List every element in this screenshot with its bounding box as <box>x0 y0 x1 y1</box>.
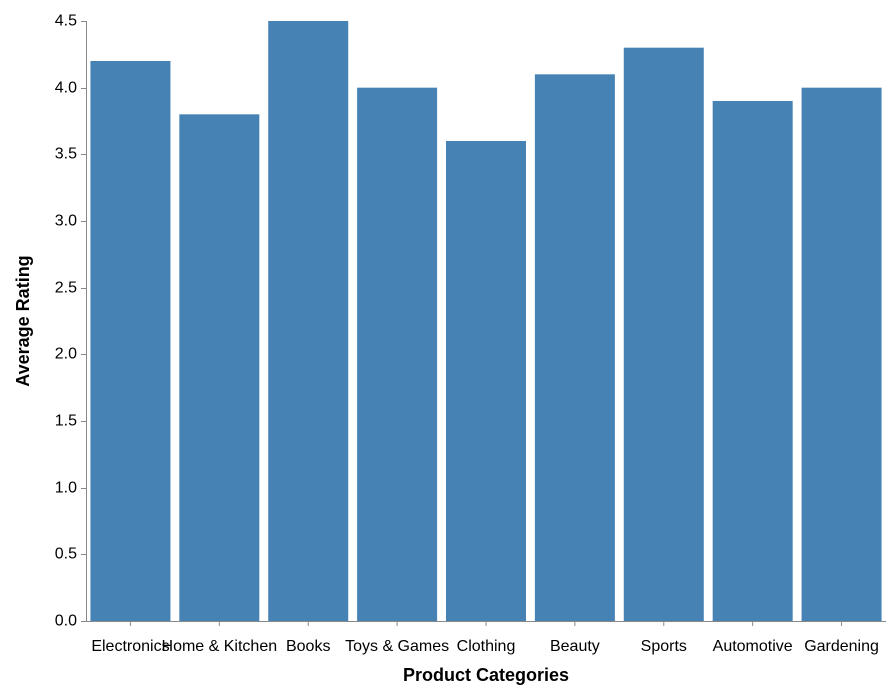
x-tick-label: Gardening <box>804 638 879 655</box>
y-tick-label: 2.0 <box>55 346 77 363</box>
x-tick-label: Toys & Games <box>345 638 449 655</box>
bar-7 <box>712 101 793 621</box>
bar-6 <box>623 47 704 622</box>
bar-5 <box>534 74 615 621</box>
y-tick-label: 2.5 <box>55 280 77 297</box>
y-tick-label: 3.5 <box>55 146 77 163</box>
y-tick-label: 4.5 <box>55 13 77 30</box>
y-tick-label: 1.5 <box>55 413 77 430</box>
y-tick-label: 3.0 <box>55 213 77 230</box>
bar-3 <box>357 87 438 622</box>
x-tick-label: Sports <box>641 638 687 655</box>
bar-8 <box>801 87 882 622</box>
y-tick-label: 1.0 <box>55 480 77 497</box>
x-tick-label: Clothing <box>457 638 516 655</box>
x-tick-label: Electronics <box>91 638 169 655</box>
bar-0 <box>90 61 171 621</box>
x-tick-label: Automotive <box>713 638 793 655</box>
x-tick-label: Home & Kitchen <box>162 638 278 655</box>
y-axis-title: Average Rating <box>13 255 33 386</box>
bar-2 <box>268 21 349 621</box>
x-tick-label: Books <box>286 638 330 655</box>
bar-4 <box>446 141 526 621</box>
y-tick-label: 0.5 <box>55 546 77 563</box>
y-tick-label: 4.0 <box>55 80 77 97</box>
y-tick-label: 0.0 <box>55 613 77 630</box>
bars-layer <box>90 21 882 622</box>
bar-1 <box>179 114 260 621</box>
y-axis: 0.0 0.5 1.0 1.5 2.0 2.5 3.0 3.5 4.0 4.5 <box>55 13 87 630</box>
x-axis-title: Product Categories <box>403 665 569 685</box>
x-tick-label: Beauty <box>550 638 600 655</box>
